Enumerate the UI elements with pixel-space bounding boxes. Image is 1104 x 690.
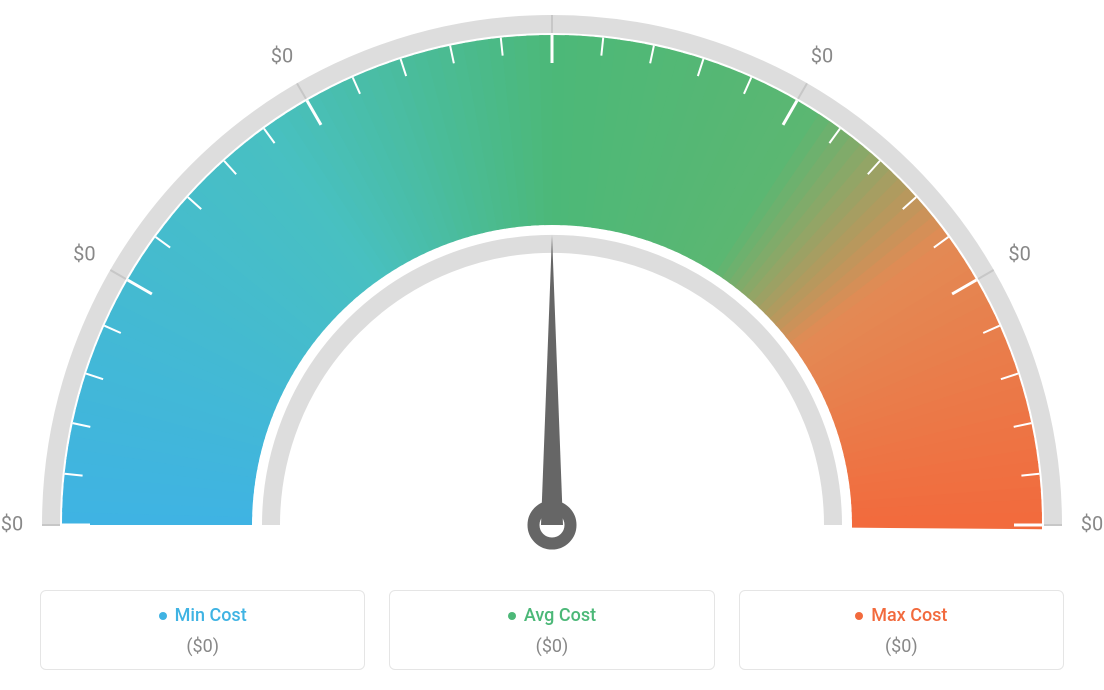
legend-label: Min Cost — [175, 605, 247, 626]
legend-row: Min Cost ($0) Avg Cost ($0) Max Cost ($0… — [40, 590, 1064, 671]
dot-icon — [159, 612, 167, 620]
dot-icon — [508, 612, 516, 620]
svg-text:$0: $0 — [271, 44, 293, 68]
legend-title-avg: Avg Cost — [508, 605, 596, 626]
legend-label: Avg Cost — [524, 605, 596, 626]
legend-label: Max Cost — [871, 605, 947, 626]
legend-value: ($0) — [390, 636, 713, 657]
legend-title-min: Min Cost — [159, 605, 247, 626]
gauge-svg: $0$0$0$0$0$0$0 — [0, 0, 1104, 560]
svg-text:$0: $0 — [1081, 511, 1103, 535]
svg-text:$0: $0 — [1008, 241, 1030, 265]
dot-icon — [855, 612, 863, 620]
legend-card-max: Max Cost ($0) — [739, 590, 1064, 671]
svg-text:$0: $0 — [1, 511, 23, 535]
svg-text:$0: $0 — [811, 44, 833, 68]
legend-card-avg: Avg Cost ($0) — [389, 590, 714, 671]
legend-value: ($0) — [740, 636, 1063, 657]
svg-text:$0: $0 — [73, 241, 95, 265]
legend-value: ($0) — [41, 636, 364, 657]
gauge-chart: $0$0$0$0$0$0$0 — [0, 0, 1104, 560]
legend-title-max: Max Cost — [855, 605, 947, 626]
legend-card-min: Min Cost ($0) — [40, 590, 365, 671]
